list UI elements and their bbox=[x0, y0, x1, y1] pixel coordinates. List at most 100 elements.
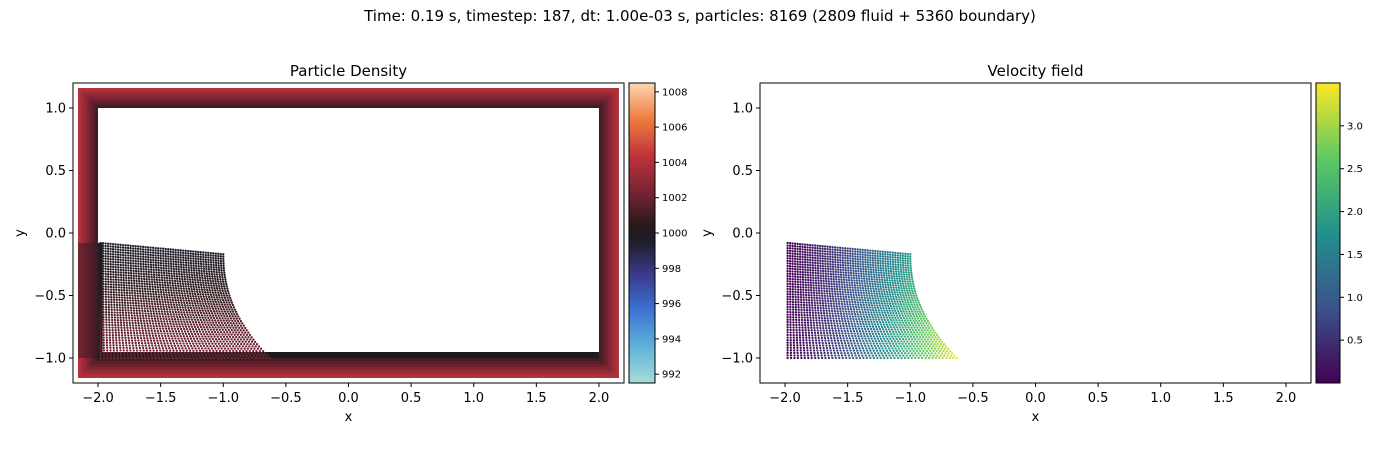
fluid-particle bbox=[178, 315, 182, 319]
fluid-particle bbox=[877, 290, 881, 293]
fluid-particle bbox=[108, 318, 111, 322]
fluid-particle bbox=[843, 300, 846, 303]
fluid-particle bbox=[153, 280, 156, 284]
fluid-particle bbox=[114, 331, 117, 334]
fluid-particle bbox=[878, 335, 882, 338]
fluid-particle bbox=[175, 265, 178, 268]
fluid-particle bbox=[154, 256, 157, 259]
fluid-particle bbox=[174, 282, 177, 285]
fluid-particle bbox=[878, 320, 882, 324]
fluid-particle bbox=[823, 334, 826, 337]
fluid-particle bbox=[141, 245, 145, 249]
fluid-particle bbox=[892, 349, 895, 352]
fluid-particle bbox=[229, 321, 232, 325]
fluid-particle bbox=[840, 276, 843, 279]
fluid-particle bbox=[124, 246, 127, 249]
fluid-particle bbox=[807, 329, 810, 332]
fluid-particle bbox=[901, 252, 904, 255]
fluid-particle bbox=[944, 352, 947, 355]
fluid-particle bbox=[228, 335, 232, 339]
fluid-particle bbox=[840, 342, 844, 345]
fluid-particle bbox=[115, 291, 118, 294]
fluid-particle bbox=[872, 327, 876, 331]
fluid-particle bbox=[174, 255, 177, 259]
fluid-particle bbox=[789, 326, 792, 329]
fluid-particle bbox=[881, 340, 884, 343]
fluid-particle bbox=[188, 318, 191, 321]
fluid-particle bbox=[872, 271, 875, 274]
fluid-particle bbox=[858, 310, 862, 314]
fluid-particle bbox=[116, 316, 119, 319]
fluid-particle bbox=[837, 314, 840, 318]
fluid-particle bbox=[903, 323, 906, 327]
fluid-particle bbox=[854, 248, 857, 251]
fluid-particle bbox=[875, 335, 879, 338]
fluid-particle bbox=[808, 246, 812, 249]
fluid-particle bbox=[901, 277, 904, 281]
fluid-particle bbox=[140, 322, 143, 325]
fluid-particle bbox=[903, 275, 906, 278]
fluid-particle bbox=[228, 349, 232, 353]
fluid-particle bbox=[827, 302, 830, 305]
fluid-particle bbox=[863, 325, 866, 328]
fluid-particle bbox=[816, 257, 819, 260]
fluid-particle bbox=[211, 354, 215, 357]
fluid-particle bbox=[796, 252, 799, 256]
fluid-particle bbox=[228, 319, 231, 322]
fluid-particle bbox=[901, 261, 905, 264]
fluid-particle bbox=[799, 265, 802, 269]
fluid-particle bbox=[231, 319, 234, 323]
fluid-particle bbox=[902, 333, 905, 336]
fluid-particle bbox=[213, 356, 216, 360]
fluid-particle bbox=[814, 279, 818, 282]
fluid-particle bbox=[832, 270, 835, 273]
fluid-particle bbox=[861, 282, 864, 285]
fluid-particle bbox=[907, 269, 910, 272]
fluid-particle bbox=[172, 286, 175, 290]
fluid-particle bbox=[794, 267, 797, 271]
fluid-particle bbox=[168, 274, 171, 277]
fluid-particle bbox=[885, 335, 888, 338]
fluid-particle bbox=[796, 265, 799, 268]
fluid-particle bbox=[877, 332, 881, 336]
fluid-particle bbox=[835, 346, 838, 350]
fluid-particle bbox=[910, 296, 914, 299]
fluid-particle bbox=[849, 247, 852, 250]
fluid-particle bbox=[189, 306, 193, 310]
fluid-particle bbox=[855, 279, 858, 282]
fluid-particle bbox=[170, 289, 173, 292]
fluid-particle bbox=[841, 322, 845, 325]
fluid-particle bbox=[176, 306, 179, 309]
fluid-particle bbox=[861, 287, 865, 290]
fluid-particle bbox=[184, 259, 188, 262]
fluid-particle bbox=[184, 316, 187, 319]
fluid-particle bbox=[866, 325, 869, 328]
fluid-particle bbox=[200, 314, 203, 317]
fluid-particle bbox=[144, 255, 147, 259]
fluid-particle bbox=[809, 281, 812, 284]
fluid-particle bbox=[840, 354, 844, 357]
fluid-particle bbox=[900, 298, 904, 301]
fluid-particle bbox=[814, 266, 817, 270]
fluid-particle bbox=[230, 312, 233, 316]
fluid-particle bbox=[830, 336, 833, 340]
fluid-particle bbox=[789, 349, 793, 352]
fluid-particle bbox=[848, 281, 851, 284]
fluid-particle bbox=[235, 335, 238, 339]
fluid-particle bbox=[926, 324, 929, 327]
fluid-particle bbox=[128, 346, 132, 350]
fluid-particle bbox=[155, 271, 158, 274]
fluid-particle bbox=[224, 292, 228, 295]
fluid-particle bbox=[230, 352, 233, 355]
fluid-particle bbox=[191, 347, 194, 350]
fluid-particle bbox=[138, 329, 141, 332]
fluid-particle bbox=[242, 354, 245, 357]
fluid-particle bbox=[832, 278, 835, 281]
fluid-particle bbox=[830, 282, 833, 286]
fluid-particle bbox=[796, 354, 799, 357]
fluid-particle bbox=[797, 313, 801, 317]
fluid-particle bbox=[217, 252, 220, 255]
fluid-particle bbox=[863, 306, 866, 309]
fluid-particle bbox=[844, 344, 847, 347]
fluid-particle bbox=[142, 317, 145, 320]
